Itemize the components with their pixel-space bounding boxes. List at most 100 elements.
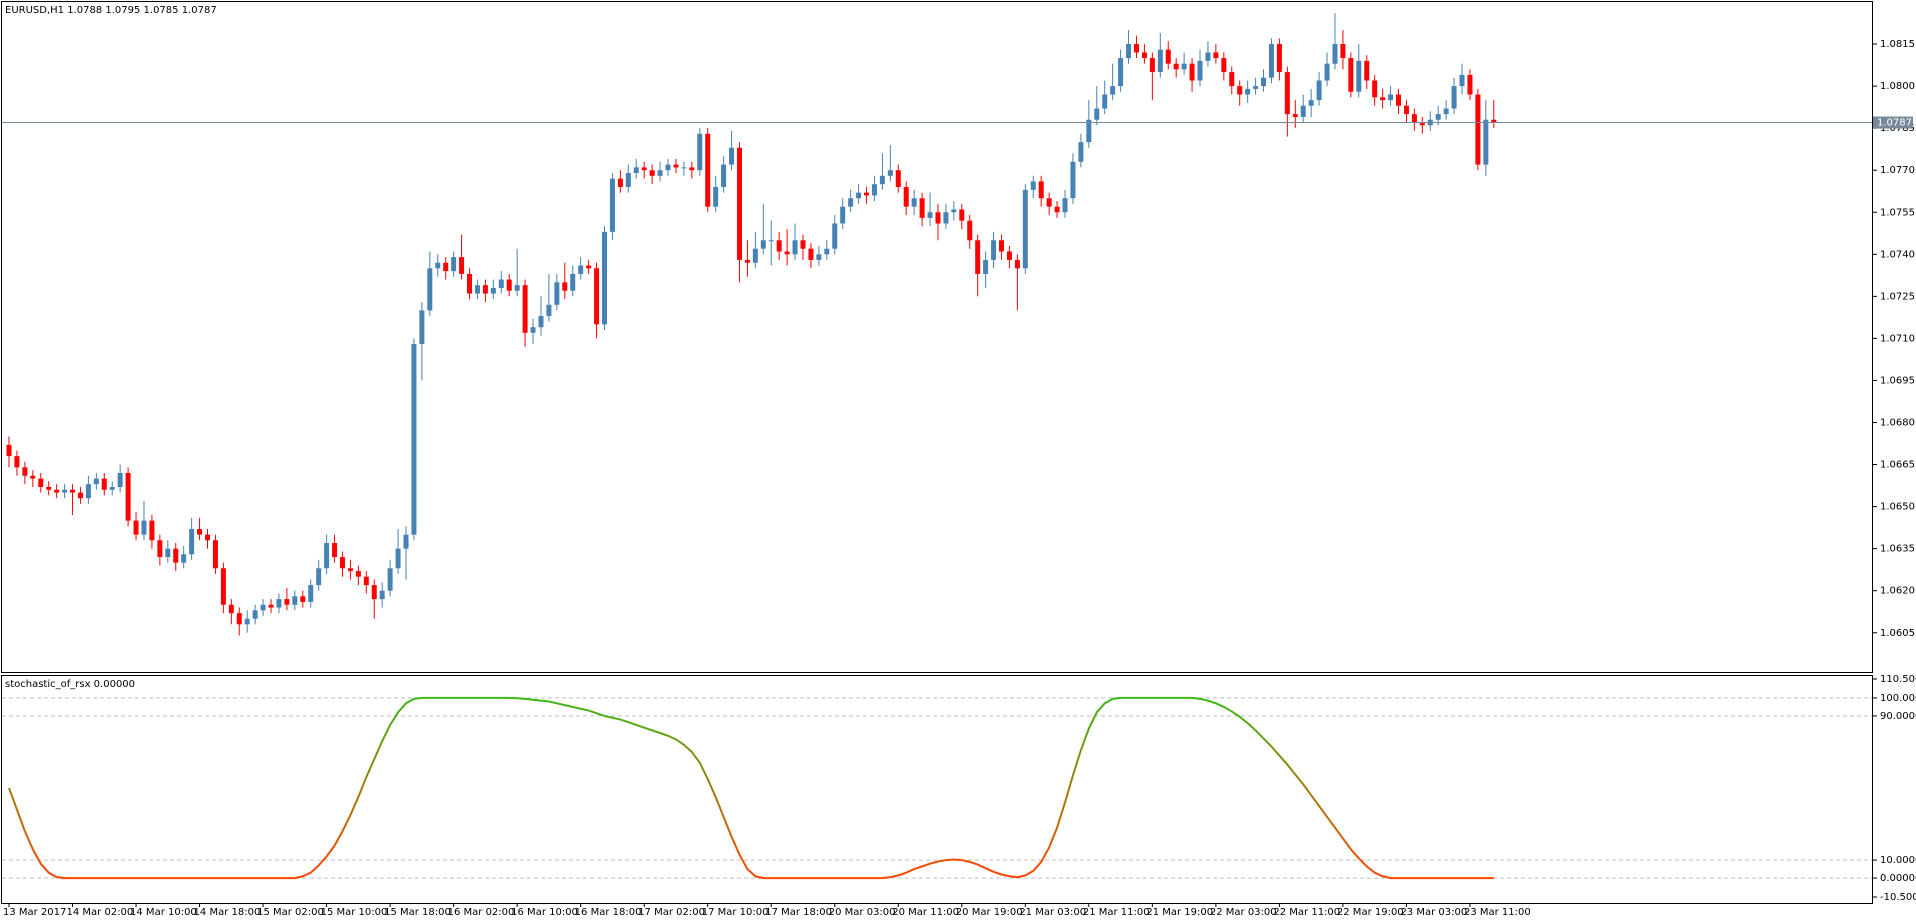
candle-body <box>1451 86 1457 109</box>
candle-body <box>999 240 1004 252</box>
candle-body <box>657 170 663 176</box>
candle-body <box>1086 119 1092 143</box>
candle-body <box>1126 44 1132 59</box>
candle-body <box>1205 52 1211 61</box>
candle-body <box>411 344 417 535</box>
candle-body <box>713 187 719 207</box>
candle-body <box>617 178 623 188</box>
candle-body <box>403 534 409 549</box>
x-tick-label: 21 Mar 19:00 <box>1146 907 1213 918</box>
x-tick-label: 21 Mar 03:00 <box>1019 907 1086 918</box>
x-tick-label: 20 Mar 03:00 <box>829 907 896 918</box>
candle-body <box>808 248 814 260</box>
candle-body <box>379 590 385 600</box>
candle-body <box>427 268 433 311</box>
candle-body <box>1276 44 1282 73</box>
y-tick-label: 1.0605 <box>1880 628 1915 639</box>
candle-body <box>1372 80 1378 98</box>
candle-body <box>1491 119 1497 123</box>
candle-body <box>633 167 639 174</box>
candle-body <box>228 604 234 614</box>
candle-body <box>800 240 806 249</box>
candle-body <box>602 231 607 325</box>
x-tick-label: 21 Mar 11:00 <box>1083 907 1150 918</box>
candle-body <box>1149 58 1155 73</box>
candle-body <box>1022 189 1028 269</box>
candle-body <box>371 585 377 600</box>
y-tick-label: 10.00000 <box>1880 855 1916 866</box>
candle-body <box>1340 44 1346 59</box>
candle-body <box>975 240 981 274</box>
candle-body <box>903 187 909 207</box>
candle-body <box>133 520 139 535</box>
candle-body <box>1070 161 1076 199</box>
candle-body <box>506 279 512 291</box>
x-tick-label: 22 Mar 03:00 <box>1210 907 1277 918</box>
candle-body <box>1253 86 1259 89</box>
candle-body <box>681 167 687 169</box>
candle-body <box>1380 97 1386 101</box>
candle-body <box>300 596 306 602</box>
x-tick-label: 17 Mar 18:00 <box>765 907 832 918</box>
candle-body <box>1284 72 1290 115</box>
y-tick-label: 110.50000 <box>1880 674 1916 685</box>
x-tick-label: 13 Mar 2017 <box>3 907 66 918</box>
y-tick-label: -10.50000 <box>1880 892 1916 903</box>
candle-body <box>244 618 250 625</box>
candle-body <box>93 478 99 485</box>
x-tick-label: 16 Mar 18:00 <box>575 907 642 918</box>
candle-body <box>474 285 480 294</box>
candle-body <box>1435 114 1441 120</box>
candle-body <box>943 212 949 224</box>
candle-body <box>451 257 457 272</box>
candle-body <box>983 259 989 274</box>
candle-body <box>1110 86 1116 95</box>
candle-body <box>101 478 107 490</box>
candle-body <box>276 599 282 608</box>
candle-body <box>1261 77 1267 87</box>
candle-body <box>760 240 766 249</box>
candle-body <box>697 133 703 171</box>
candle-body <box>879 175 885 185</box>
y-tick-label: 1.0800 <box>1880 81 1915 92</box>
x-tick-label: 14 Mar 02:00 <box>67 907 134 918</box>
candle-body <box>1268 44 1274 78</box>
y-tick-label: 1.0650 <box>1880 502 1915 513</box>
candle-body <box>70 489 76 493</box>
candle-body <box>1006 251 1012 260</box>
candle-body <box>1411 114 1417 123</box>
candle-body <box>252 610 258 619</box>
candle-body <box>1419 122 1425 126</box>
candle-body <box>1038 181 1044 199</box>
candle-body <box>1348 58 1354 92</box>
candle-body <box>1364 60 1370 81</box>
candle-body <box>117 472 123 487</box>
candle-body <box>1475 94 1481 165</box>
x-tick-label: 15 Mar 10:00 <box>321 907 388 918</box>
candle-body <box>538 315 544 328</box>
candle-body <box>467 273 473 294</box>
candle-body <box>1237 86 1243 95</box>
candle-body <box>816 254 822 260</box>
candle-body <box>77 492 83 499</box>
y-tick-label: 1.0755 <box>1880 207 1915 218</box>
x-tick-label: 20 Mar 11:00 <box>892 907 959 918</box>
x-tick-label: 14 Mar 18:00 <box>194 907 261 918</box>
candle-body <box>220 568 226 605</box>
candle-body <box>1221 58 1227 73</box>
candle-body <box>776 240 782 252</box>
candle-body <box>141 520 147 535</box>
candle-body <box>1133 44 1139 53</box>
candle-body <box>1403 105 1409 115</box>
x-tick-label: 16 Mar 10:00 <box>511 907 578 918</box>
candle-body <box>689 167 695 171</box>
y-tick-label: 1.0665 <box>1880 460 1915 471</box>
candle-body <box>736 147 742 260</box>
candle-body <box>435 262 441 269</box>
candle-body <box>347 568 353 572</box>
y-tick-label: 1.0770 <box>1880 165 1915 176</box>
candle-body <box>1388 94 1394 101</box>
candle-body <box>212 540 218 569</box>
